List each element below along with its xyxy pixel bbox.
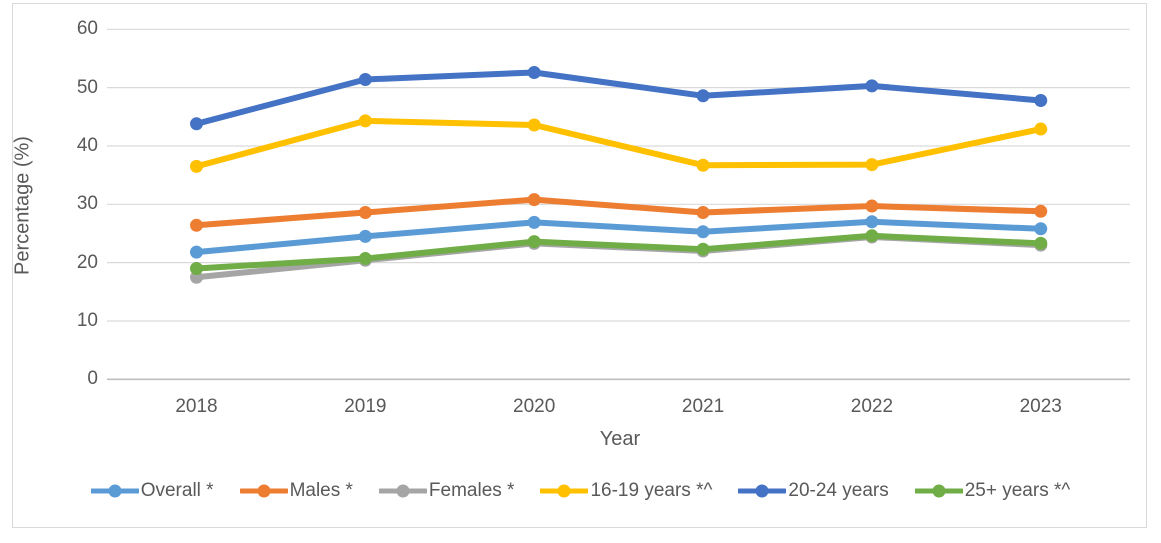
- legend-marker-icon: [914, 484, 963, 498]
- data-point-overall-2018: [190, 245, 203, 259]
- legend-label: Overall *: [140, 480, 214, 501]
- data-point-25-years-2023: [1034, 236, 1048, 250]
- legend-dot: [108, 484, 122, 498]
- legend-dot: [557, 484, 571, 498]
- y-tick-label: 60: [76, 18, 98, 40]
- data-point-males-2021: [696, 205, 710, 219]
- legend-marker-icon: [738, 484, 787, 498]
- legend-label: 16-19 years *^: [590, 480, 713, 501]
- data-point-males-2019: [358, 205, 372, 219]
- data-point-20-24-years-2018: [190, 117, 203, 131]
- legend-dot: [257, 484, 271, 498]
- data-point-25-years-2021: [696, 242, 710, 256]
- series-line-20-24-years: [193, 69, 1044, 127]
- legend-label: Males *: [289, 480, 353, 501]
- legend-dot: [396, 484, 410, 498]
- legend-item-16-19-years: 16-19 years *^: [540, 480, 712, 502]
- series-line-overall: [193, 218, 1044, 256]
- series-line-males: [193, 196, 1044, 229]
- data-point-overall-2021: [696, 225, 710, 239]
- data-point-20-24-years-2020: [527, 65, 541, 79]
- legend-item-males: Males *: [239, 480, 353, 502]
- data-point-16-19-years-2023: [1034, 122, 1048, 136]
- data-point-16-19-years-2019: [358, 114, 372, 128]
- legend-item-20-24-years: 20-24 years: [738, 480, 889, 502]
- y-tick-label: 0: [87, 368, 98, 390]
- series-line-16-19-years: [193, 117, 1044, 170]
- legend-item-females: Females *: [378, 480, 515, 502]
- x-tick-label: 2023: [1019, 396, 1062, 417]
- data-point-20-24-years-2022: [865, 79, 879, 93]
- y-axis-title: Percentage (%): [11, 136, 34, 275]
- y-tick-label: 10: [76, 309, 98, 331]
- y-tick-label: 20: [76, 251, 98, 273]
- legend-label: 25+ years *^: [964, 480, 1071, 501]
- data-point-16-19-years-2020: [527, 118, 541, 132]
- data-point-males-2023: [1034, 204, 1048, 218]
- data-point-20-24-years-2019: [358, 72, 372, 86]
- legend-marker-icon: [90, 484, 139, 498]
- legend-label: Females *: [428, 480, 515, 501]
- y-tick-label: 50: [76, 76, 98, 98]
- legend-dot: [755, 484, 769, 498]
- data-point-overall-2020: [527, 215, 541, 229]
- data-point-overall-2019: [358, 229, 372, 243]
- data-point-20-24-years-2023: [1034, 93, 1048, 107]
- legend-marker-icon: [378, 484, 427, 498]
- data-point-overall-2023: [1034, 222, 1048, 236]
- x-tick-label: 2021: [681, 396, 725, 417]
- x-tick-label: 2018: [175, 396, 218, 417]
- data-point-16-19-years-2018: [190, 159, 203, 173]
- series-line-25-years: [193, 232, 1044, 272]
- legend-item-25-years: 25+ years *^: [914, 480, 1071, 502]
- legend-item-overall: Overall *: [90, 480, 214, 502]
- x-tick-label: 2020: [513, 396, 556, 417]
- legend-label: 20-24 years: [788, 480, 889, 501]
- data-point-25-years-2019: [358, 252, 372, 266]
- data-point-25-years-2018: [190, 261, 203, 275]
- legend-dot: [932, 484, 946, 498]
- data-point-16-19-years-2022: [865, 158, 879, 172]
- data-point-25-years-2020: [527, 235, 541, 249]
- data-point-25-years-2022: [865, 229, 879, 243]
- data-point-overall-2022: [865, 215, 879, 229]
- data-point-20-24-years-2021: [696, 89, 710, 103]
- legend-marker-icon: [540, 484, 589, 498]
- chart-legend: Overall * Males * Females * 16-19 years *^ 2…: [0, 480, 1161, 502]
- data-point-males-2020: [527, 193, 541, 207]
- x-tick-label: 2019: [344, 396, 387, 417]
- legend-marker-icon: [239, 484, 288, 498]
- y-tick-label: 30: [76, 193, 98, 215]
- data-point-16-19-years-2021: [696, 158, 710, 172]
- data-point-males-2022: [865, 199, 879, 213]
- y-tick-label: 40: [76, 134, 98, 156]
- x-axis-title: Year: [599, 428, 641, 450]
- data-point-males-2018: [190, 218, 203, 232]
- x-tick-label: 2022: [850, 396, 894, 417]
